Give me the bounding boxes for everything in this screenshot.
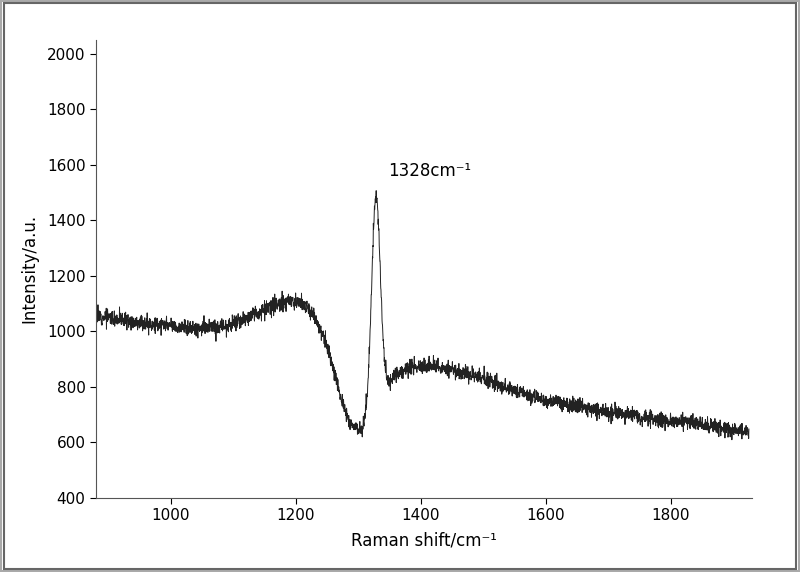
Text: 1328cm⁻¹: 1328cm⁻¹ <box>388 162 471 180</box>
Y-axis label: Intensity/a.u.: Intensity/a.u. <box>21 214 38 323</box>
X-axis label: Raman shift/cm⁻¹: Raman shift/cm⁻¹ <box>351 531 497 549</box>
